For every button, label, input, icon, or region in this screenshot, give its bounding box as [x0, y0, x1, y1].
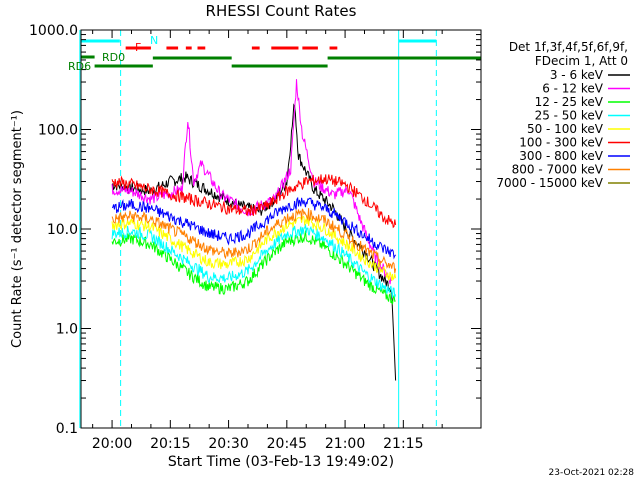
legend-label: 25 - 50 keV — [535, 109, 604, 123]
y-tick-label: 100.0 — [38, 123, 78, 139]
x-axis: 20:00 20:15 20:30 20:45 21:00 21:15 — [92, 30, 443, 452]
y-tick-label: 0.1 — [56, 421, 78, 437]
saa-label: N — [150, 34, 158, 47]
legend-label: 3 - 6 keV — [550, 68, 604, 82]
series-line-6 — [111, 196, 397, 260]
y-tick-label: 1000.0 — [29, 23, 78, 39]
x-tick-label: 20:00 — [92, 436, 132, 452]
legend-header-2: FDecim 1, Att 0 — [535, 54, 628, 68]
data-series-group — [111, 79, 397, 381]
legend-label: 50 - 100 keV — [527, 122, 604, 136]
y-tick-label: 1.0 — [56, 322, 78, 338]
chart-title: RHESSI Count Rates — [206, 2, 357, 20]
legend-label: 100 - 300 keV — [519, 136, 603, 150]
legend-label: 12 - 25 keV — [535, 95, 604, 109]
series-line-1 — [111, 79, 393, 285]
flag-bands — [79, 30, 481, 428]
y-axis: 0.1 1.0 10.0 100.0 1000.0 — [29, 23, 481, 437]
series-line-4 — [111, 215, 397, 281]
x-axis-label: Start Time (03-Feb-13 19:49:02) — [168, 454, 394, 470]
timestamp: 23-Oct-2021 02:28 — [549, 468, 635, 478]
y-tick-label: 10.0 — [47, 222, 78, 238]
series-line-2 — [111, 230, 396, 305]
series-line-7 — [111, 208, 397, 274]
legend-header-1: Det 1f,3f,4f,5f,6f,9f, — [509, 40, 628, 54]
y-axis-label: Count Rate (s⁻¹ detector segment⁻¹) — [10, 110, 25, 348]
x-tick-label: 20:45 — [267, 436, 307, 452]
x-tick-label: 21:15 — [383, 436, 423, 452]
day-label: RD6 — [68, 60, 91, 73]
series-line-3 — [111, 223, 397, 298]
legend-label: 300 - 800 keV — [519, 149, 603, 163]
legend-label: 7000 - 15000 keV — [496, 176, 603, 190]
x-tick-label: 21:00 — [325, 436, 365, 452]
x-tick-label: 20:15 — [150, 436, 190, 452]
legend-label: 800 - 7000 keV — [512, 163, 604, 177]
legend-label: 6 - 12 keV — [542, 82, 604, 96]
series-line-5 — [111, 174, 397, 229]
night-label: RD0 — [102, 51, 125, 64]
attenuator-label: F — [135, 41, 141, 54]
x-tick-label: 20:30 — [208, 436, 248, 452]
